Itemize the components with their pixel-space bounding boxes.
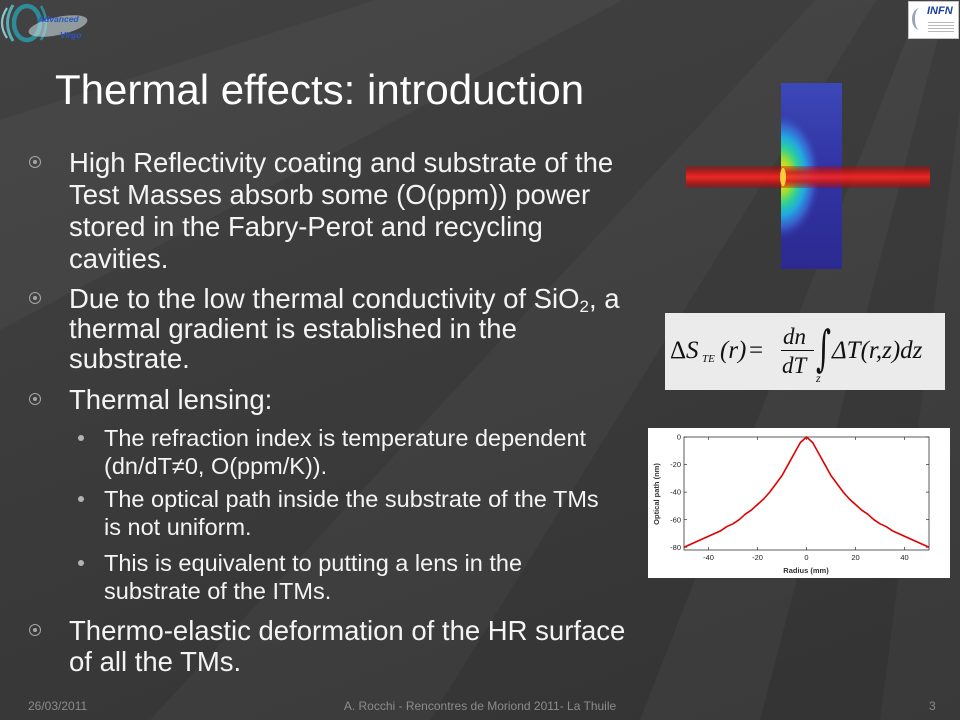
sub-bullet-text-line: The refraction index is temperature depe… — [104, 425, 587, 451]
bullet-text-line: of all the TMs. — [69, 646, 242, 677]
bullet-text-line: cavities. — [69, 243, 169, 274]
footer-date: 26/03/2011 — [28, 699, 88, 713]
sub-bullet-text-line: is not uniform. — [104, 514, 252, 540]
filled-circle-icon — [78, 560, 84, 566]
y-tick-label: 0 — [677, 433, 681, 442]
beam-hot-spot — [780, 168, 786, 186]
logo-swoosh — [28, 15, 88, 37]
plot-frame — [683, 436, 930, 551]
bullet-text-line: Thermal lensing: — [69, 384, 273, 415]
x-axis-label: Radius (mm) — [783, 566, 829, 575]
formula-lhs-subscript: TE — [702, 353, 715, 365]
thermal-map-figure — [686, 83, 930, 269]
bullet-item: High Reflectivity coating and substrate … — [29, 147, 614, 275]
footer-presentation-info: A. Rocchi - Rencontres de Moriond 2011- … — [343, 699, 617, 713]
sub-bullet-item: The optical path inside the substrate of… — [78, 485, 599, 541]
chemical-subscript: 2 — [579, 297, 589, 316]
formula-delta: Δ — [670, 337, 687, 364]
bullet-item: Thermal lensing: — [29, 384, 273, 415]
circled-dot-icon — [29, 156, 42, 169]
x-tick-label: -20 — [752, 553, 763, 562]
y-tick-label: -60 — [670, 515, 681, 524]
infn-seal-icon — [912, 8, 927, 30]
formula-fraction-numerator: dn — [783, 324, 806, 349]
logo-text-virgo: Virgo — [60, 30, 81, 40]
bullet-text-segment: , a — [588, 283, 620, 314]
sub-bullet-item: The refraction index is temperature depe… — [78, 424, 587, 480]
y-axis-ticks: 0 -20 -40 -60 -80 — [670, 433, 929, 552]
infn-caption-lines — [928, 20, 954, 32]
series-line — [683, 436, 930, 548]
bullet-item: Thermo-elastic deformation of the HR sur… — [29, 615, 626, 677]
logo-arc — [6, 4, 15, 42]
formula-lhs-variable: S — [686, 337, 699, 364]
logo-text-advanced: Advanced — [37, 14, 79, 24]
bullet-text-line: Due to the low thermal conductivity of S… — [69, 283, 620, 316]
bullet-text-segment: Due to the low thermal conductivity of S… — [69, 283, 580, 314]
bullet-text-line: Test Masses absorb some (O(ppm)) power — [69, 179, 591, 210]
formula-lhs-argument: (r) — [720, 337, 747, 364]
bullet-text-line: substrate. — [69, 343, 190, 374]
bullet-item: Due to the low thermal conductivity of S… — [29, 283, 620, 374]
optical-path-formula: Δ S TE (r) = dn dT ∫ z ΔT(r,z)dz — [665, 313, 945, 390]
sub-bullet-text-line: substrate of the ITMs. — [104, 578, 332, 604]
bullet-text-line: High Reflectivity coating and substrate … — [69, 147, 614, 178]
formula-integral-lower-limit: z — [816, 371, 821, 385]
y-tick-label: -20 — [670, 460, 681, 469]
sub-bullet-text-line: This is equivalent to putting a lens in … — [104, 550, 523, 576]
formula-equals: = — [749, 337, 764, 364]
x-tick-label: 0 — [804, 553, 808, 562]
y-tick-label: -80 — [670, 543, 681, 552]
formula-integral-sign: ∫ — [816, 321, 832, 378]
infn-logo-text: INFN — [927, 5, 953, 17]
x-tick-label: 40 — [900, 553, 908, 562]
sub-bullet-item: This is equivalent to putting a lens in … — [78, 549, 523, 605]
footer-page-number: 3 — [929, 699, 936, 713]
x-axis-ticks: -40 -20 0 20 40 — [703, 437, 909, 562]
x-tick-label: 20 — [851, 553, 859, 562]
bullet-text-line: thermal gradient is established in the — [69, 313, 517, 344]
infn-logo: INFN — [908, 1, 959, 39]
circled-dot-icon — [29, 393, 42, 406]
formula-integrand: ΔT(r,z)dz — [832, 337, 923, 364]
y-axis-label: Optical path (nm) — [652, 463, 661, 525]
circled-dot-icon — [29, 292, 42, 305]
circled-dot-icon — [29, 623, 42, 636]
slide-title: Thermal effects: introduction — [55, 66, 585, 113]
sub-bullet-text-line: The optical path inside the substrate of… — [104, 486, 599, 512]
y-tick-label: -40 — [670, 488, 681, 497]
filled-circle-icon — [78, 435, 84, 441]
filled-circle-icon — [78, 496, 84, 502]
bullet-text-line: stored in the Fabry-Perot and recycling — [69, 211, 543, 242]
formula-fraction-bar — [781, 350, 814, 352]
chart-plot: 0 -20 -40 -60 -80 -40 -20 0 20 40 Optical path (… — [652, 433, 930, 575]
sub-bullet-text-line: (dn/dT≠0, O(ppm/K)). — [104, 453, 328, 479]
laser-beam — [686, 166, 930, 188]
optical-path-chart: 0 -20 -40 -60 -80 -40 -20 0 20 40 Optical path (… — [648, 428, 950, 578]
formula-fraction-denominator: dT — [782, 353, 807, 378]
x-tick-label: -40 — [703, 553, 714, 562]
bullet-text-line: Thermo-elastic deformation of the HR sur… — [69, 615, 626, 646]
advanced-virgo-logo: Advanced Virgo — [0, 3, 88, 43]
logo-arc — [0, 7, 8, 39]
